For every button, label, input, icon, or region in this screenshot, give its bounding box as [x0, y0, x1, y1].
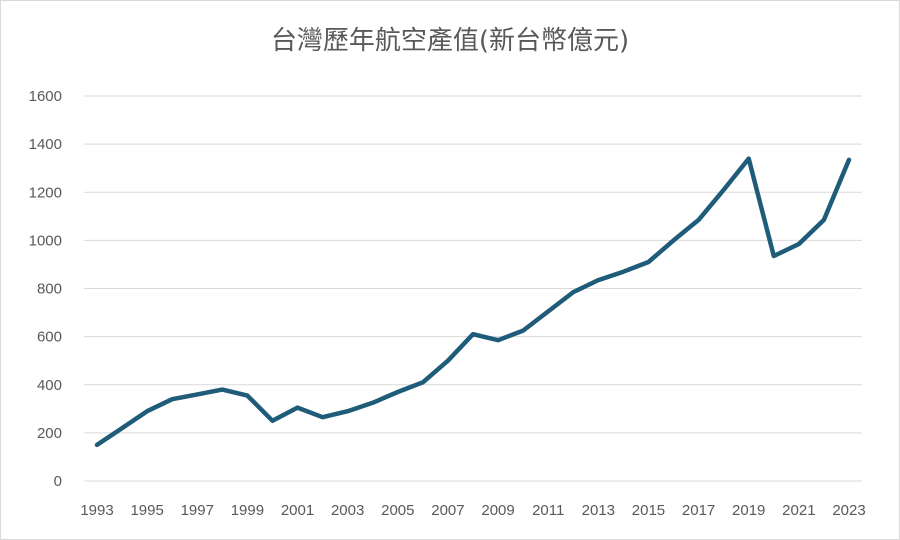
y-tick-label: 600 — [37, 329, 62, 346]
y-axis-ticks: 0 200 400 600 800 1000 1200 1400 1600 — [29, 88, 62, 490]
x-tick-label: 1995 — [130, 502, 163, 519]
gridlines — [84, 95, 862, 482]
x-tick-label: 2023 — [832, 502, 865, 519]
x-tick-label: 1997 — [181, 502, 214, 519]
x-tick-label: 2009 — [481, 502, 514, 519]
x-tick-label: 2011 — [532, 502, 564, 519]
y-tick-label: 1400 — [29, 136, 62, 153]
x-tick-label: 2007 — [431, 502, 464, 519]
x-tick-label: 2017 — [682, 502, 715, 519]
x-tick-label: 2001 — [281, 502, 314, 519]
series-line — [94, 156, 852, 448]
y-tick-label: 200 — [37, 425, 62, 442]
x-axis-ticks: 1993 1995 1997 1999 2001 2003 2005 2007 2009 2011… — [80, 502, 865, 519]
x-tick-label: 2015 — [632, 502, 665, 519]
x-tick-label: 2019 — [732, 502, 765, 519]
y-tick-label: 400 — [37, 377, 62, 394]
y-tick-label: 1000 — [29, 232, 62, 249]
series-layer — [94, 156, 852, 448]
x-tick-label: 2003 — [331, 502, 364, 519]
y-tick-label: 800 — [37, 281, 62, 298]
x-tick-label: 1999 — [231, 502, 264, 519]
x-tick-label: 2021 — [782, 502, 815, 519]
x-tick-label: 2005 — [381, 502, 414, 519]
y-tick-label: 1200 — [29, 184, 62, 201]
x-tick-label: 1993 — [80, 502, 113, 519]
chart-title: 台灣歷年航空產值(新台幣億元) — [270, 26, 630, 56]
y-tick-label: 1600 — [29, 88, 62, 105]
x-tick-label: 2013 — [582, 502, 615, 519]
y-tick-label: 0 — [54, 473, 62, 490]
